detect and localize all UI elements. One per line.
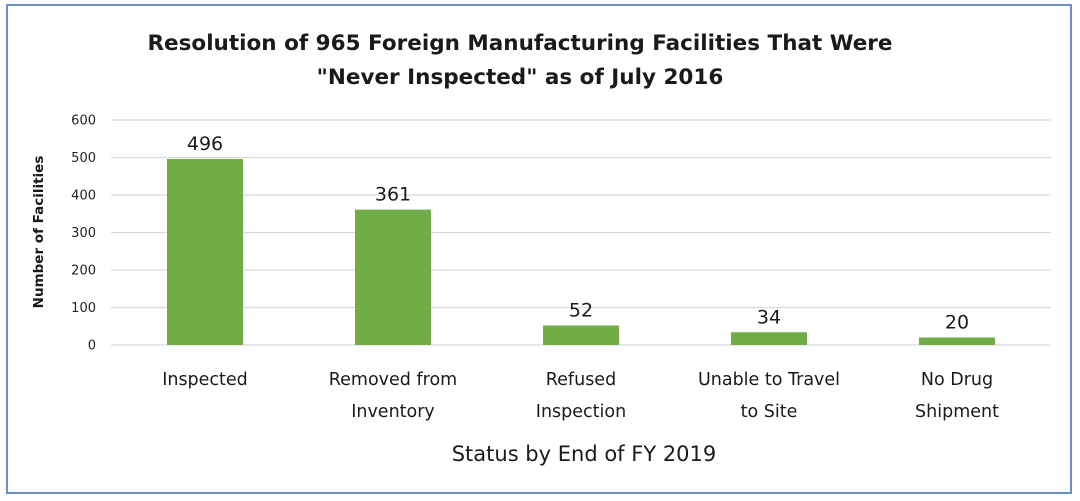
bar [919,337,995,345]
chart-title-line-2: "Never Inspected" as of July 2016 [317,65,724,90]
y-tick-label: 200 [71,264,96,279]
data-label: 496 [187,133,223,155]
y-tick-label: 100 [71,301,96,316]
data-label: 52 [569,300,593,322]
x-tick-label: Inspected [162,370,248,390]
x-tick-label: Removed from [329,370,457,390]
data-labels: 496 361 52 34 20 [187,133,969,334]
gridlines [111,119,1051,346]
data-label: 34 [757,306,781,328]
y-tick-label: 400 [71,189,96,204]
chart-title: Resolution of 965 Foreign Manufacturing … [147,31,892,90]
x-axis-ticks: Inspected Removed from Inventory Refused Ins… [162,370,999,422]
y-axis-ticks: 0 100 200 300 400 500 600 [71,114,96,354]
y-axis-label: Number of Facilities [31,156,47,309]
bars [167,159,995,345]
x-tick-label: to Site [741,402,798,422]
x-tick-label: Unable to Travel [698,370,840,390]
y-tick-label: 0 [88,339,96,354]
x-tick-label: No Drug [921,370,993,390]
y-tick-label: 600 [71,114,96,129]
bar [167,159,243,345]
x-tick-label: Inventory [351,402,435,422]
x-tick-label: Refused [546,370,616,390]
x-tick-label: Inspection [536,402,626,422]
bar [731,332,807,345]
y-tick-label: 300 [71,226,96,241]
chart-title-line-1: Resolution of 965 Foreign Manufacturing … [147,31,892,56]
x-axis-label: Status by End of FY 2019 [452,442,717,466]
bar-chart: Resolution of 965 Foreign Manufacturing … [31,31,1051,466]
bar [543,325,619,345]
chart-frame: Resolution of 965 Foreign Manufacturing … [6,4,1072,494]
data-label: 20 [945,312,969,334]
x-tick-label: Shipment [915,402,999,422]
bar [355,209,431,345]
y-tick-label: 500 [71,151,96,166]
data-label: 361 [375,184,411,206]
